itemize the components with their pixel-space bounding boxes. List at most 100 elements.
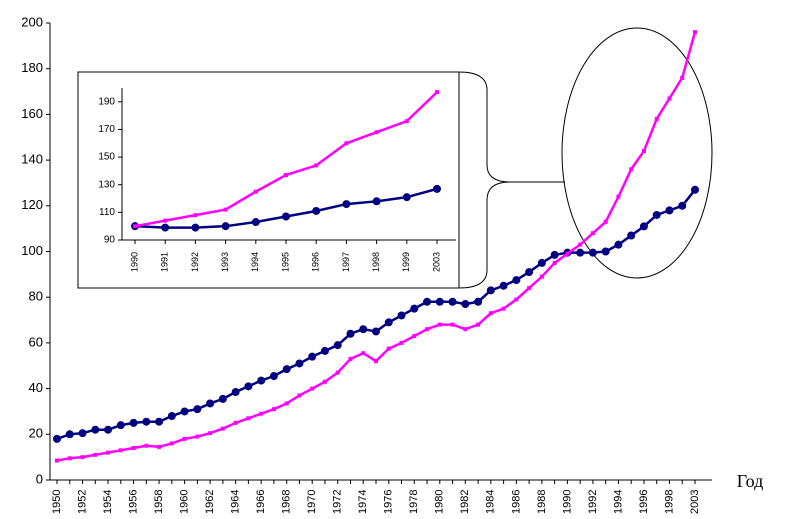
point (271, 407, 276, 412)
point (282, 212, 290, 221)
point (410, 304, 419, 313)
point (144, 443, 149, 448)
point (397, 311, 406, 320)
point (118, 448, 123, 453)
x-tick-label: 1994 (612, 490, 624, 514)
point (233, 420, 238, 425)
x-tick-label: 1972 (332, 490, 344, 514)
point (65, 430, 74, 439)
point (693, 30, 697, 35)
x-axis-label: Год (737, 471, 763, 491)
point (282, 365, 291, 374)
point (374, 359, 378, 364)
point (641, 148, 646, 153)
y-tick-label: 90 (104, 235, 116, 246)
y-tick-label: 0 (36, 471, 43, 486)
point (601, 247, 610, 256)
x-tick-label: 1974 (357, 490, 369, 514)
point (384, 318, 393, 327)
y-tick-label: 190 (98, 96, 115, 107)
point (501, 306, 506, 311)
point (372, 197, 381, 206)
y-tick-label: 40 (29, 380, 43, 395)
y-tick-label: 150 (98, 152, 115, 163)
point (552, 260, 557, 265)
point (167, 412, 176, 421)
point (512, 276, 521, 285)
x-tick-label: 1996 (638, 490, 650, 514)
point (603, 219, 608, 224)
x-tick-label: 1998 (371, 252, 381, 272)
point (312, 206, 321, 215)
point (629, 167, 634, 172)
point (259, 411, 264, 416)
point (251, 218, 260, 227)
point (488, 311, 493, 316)
y-tick-label: 110 (99, 207, 115, 218)
point (91, 425, 100, 434)
point (448, 297, 457, 306)
point (129, 418, 138, 427)
point (169, 441, 174, 446)
point (78, 429, 87, 438)
point (308, 352, 317, 361)
x-tick-label: 1996 (311, 252, 321, 272)
point (425, 327, 430, 332)
x-tick-label: 1958 (153, 490, 165, 514)
point (565, 251, 570, 256)
point (206, 399, 215, 408)
y-tick-label: 80 (29, 289, 43, 304)
point (344, 141, 349, 146)
point (182, 436, 187, 441)
point (284, 401, 289, 406)
point (297, 393, 302, 398)
point (667, 96, 672, 101)
x-tick-label: 1986 (510, 490, 522, 514)
bracket (458, 71, 565, 289)
point (665, 206, 674, 215)
point (539, 274, 544, 279)
point (486, 286, 495, 295)
point (208, 431, 213, 436)
point (514, 297, 519, 302)
point (335, 370, 340, 375)
point (437, 322, 442, 327)
x-tick-label: 1970 (306, 490, 318, 514)
x-tick-label: 1954 (102, 490, 114, 514)
point (652, 210, 661, 219)
point (435, 90, 439, 95)
point (374, 130, 379, 135)
point (678, 201, 687, 210)
point (320, 346, 329, 355)
point (67, 456, 72, 461)
x-tick-label: 1964 (230, 490, 242, 514)
point (404, 119, 409, 124)
point (93, 452, 98, 457)
point (142, 417, 151, 426)
point (435, 297, 444, 306)
y-tick-label: 20 (29, 426, 43, 441)
point (333, 341, 342, 350)
point (191, 223, 200, 232)
point (131, 446, 136, 451)
point (450, 322, 455, 327)
x-tick-label: 2003 (431, 252, 441, 272)
highlight-ellipse (561, 27, 713, 279)
x-tick-label: 1991 (160, 252, 170, 272)
y-tick-label: 170 (98, 124, 115, 135)
point (253, 189, 258, 194)
x-tick-label: 1995 (280, 252, 290, 272)
point (654, 116, 659, 121)
point (220, 426, 225, 431)
point (627, 231, 636, 240)
point (155, 417, 164, 426)
point (157, 444, 162, 449)
x-tick-label: 1968 (281, 490, 293, 514)
point (346, 329, 355, 338)
point (133, 224, 137, 229)
point (322, 379, 327, 384)
x-tick-label: 1990 (129, 252, 139, 272)
point (193, 405, 202, 414)
point (246, 416, 251, 421)
